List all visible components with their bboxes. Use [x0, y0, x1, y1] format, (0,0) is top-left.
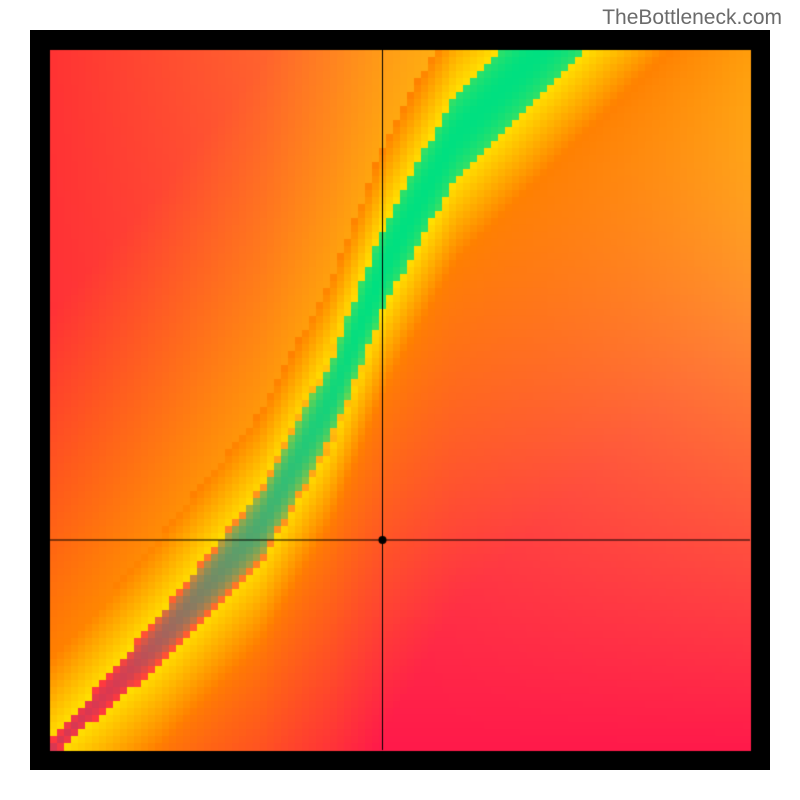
bottleneck-heatmap — [30, 30, 770, 770]
watermark-text: TheBottleneck.com — [602, 6, 782, 30]
